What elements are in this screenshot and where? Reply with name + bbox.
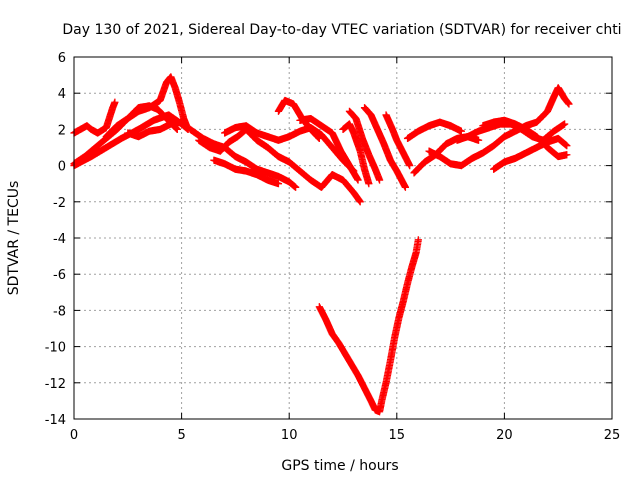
data-point xyxy=(178,118,186,126)
y-axis-label: SDTVAR / TECUs xyxy=(6,181,22,296)
data-point xyxy=(565,100,573,108)
data-point xyxy=(274,180,283,188)
series-track-g xyxy=(195,125,364,206)
y-tick-label: -4 xyxy=(53,232,66,247)
series-track-t xyxy=(490,134,571,173)
series-track-k xyxy=(296,114,362,184)
data-point xyxy=(406,162,414,170)
y-tick-label: -14 xyxy=(45,413,66,428)
y-tick-label: -10 xyxy=(45,341,66,356)
axis-ticks: 0 5 10 15 20 25 -14 -12 -10 -8 -6 -4 -2 0 2 4 6 xyxy=(45,51,621,443)
data-point xyxy=(457,127,465,135)
y-tick-label: -2 xyxy=(53,196,66,211)
plot-frame xyxy=(73,56,613,420)
data-point xyxy=(375,176,384,184)
data-point xyxy=(563,142,571,150)
data-point xyxy=(474,136,483,144)
data-point xyxy=(356,198,364,206)
data-point xyxy=(401,183,410,191)
data-point xyxy=(173,125,181,133)
data-point xyxy=(561,120,569,128)
data-point xyxy=(111,98,119,106)
series-track-o xyxy=(382,111,414,170)
series-track-u xyxy=(479,116,571,161)
series-track-n xyxy=(360,104,410,191)
series-track-dip xyxy=(315,236,422,416)
y-tick-label: 0 xyxy=(58,160,66,175)
series-track-h xyxy=(210,156,283,188)
x-tick-label: 0 xyxy=(70,428,78,443)
series-track-e xyxy=(124,118,186,141)
series-track-p xyxy=(410,133,483,177)
y-tick-label: -8 xyxy=(53,304,66,319)
data-point xyxy=(563,151,571,159)
data-point xyxy=(292,183,300,191)
y-tick-label: 4 xyxy=(58,87,66,102)
x-axis-label: GPS time / hours xyxy=(281,458,398,474)
x-tick-label: 20 xyxy=(496,428,513,443)
y-tick-label: 6 xyxy=(58,51,66,66)
chart-title: Day 130 of 2021, Sidereal Day-to-day VTE… xyxy=(62,22,621,38)
data-point xyxy=(414,236,422,244)
data-point xyxy=(354,176,362,184)
y-tick-label: -6 xyxy=(53,268,66,283)
y-tick-label: -12 xyxy=(45,377,66,392)
series-track-l xyxy=(339,120,373,188)
series-track-q xyxy=(403,118,465,143)
x-tick-label: 25 xyxy=(604,428,621,443)
data-point xyxy=(315,134,323,143)
x-tick-label: 10 xyxy=(281,428,298,443)
x-tick-label: 15 xyxy=(389,428,406,443)
series-track-a xyxy=(70,98,119,137)
series-track-m xyxy=(345,107,384,184)
x-tick-label: 5 xyxy=(177,428,185,443)
series-track-j xyxy=(274,96,323,143)
y-tick-label: 2 xyxy=(58,123,66,138)
data-point xyxy=(365,180,373,188)
plot-area xyxy=(70,73,573,416)
